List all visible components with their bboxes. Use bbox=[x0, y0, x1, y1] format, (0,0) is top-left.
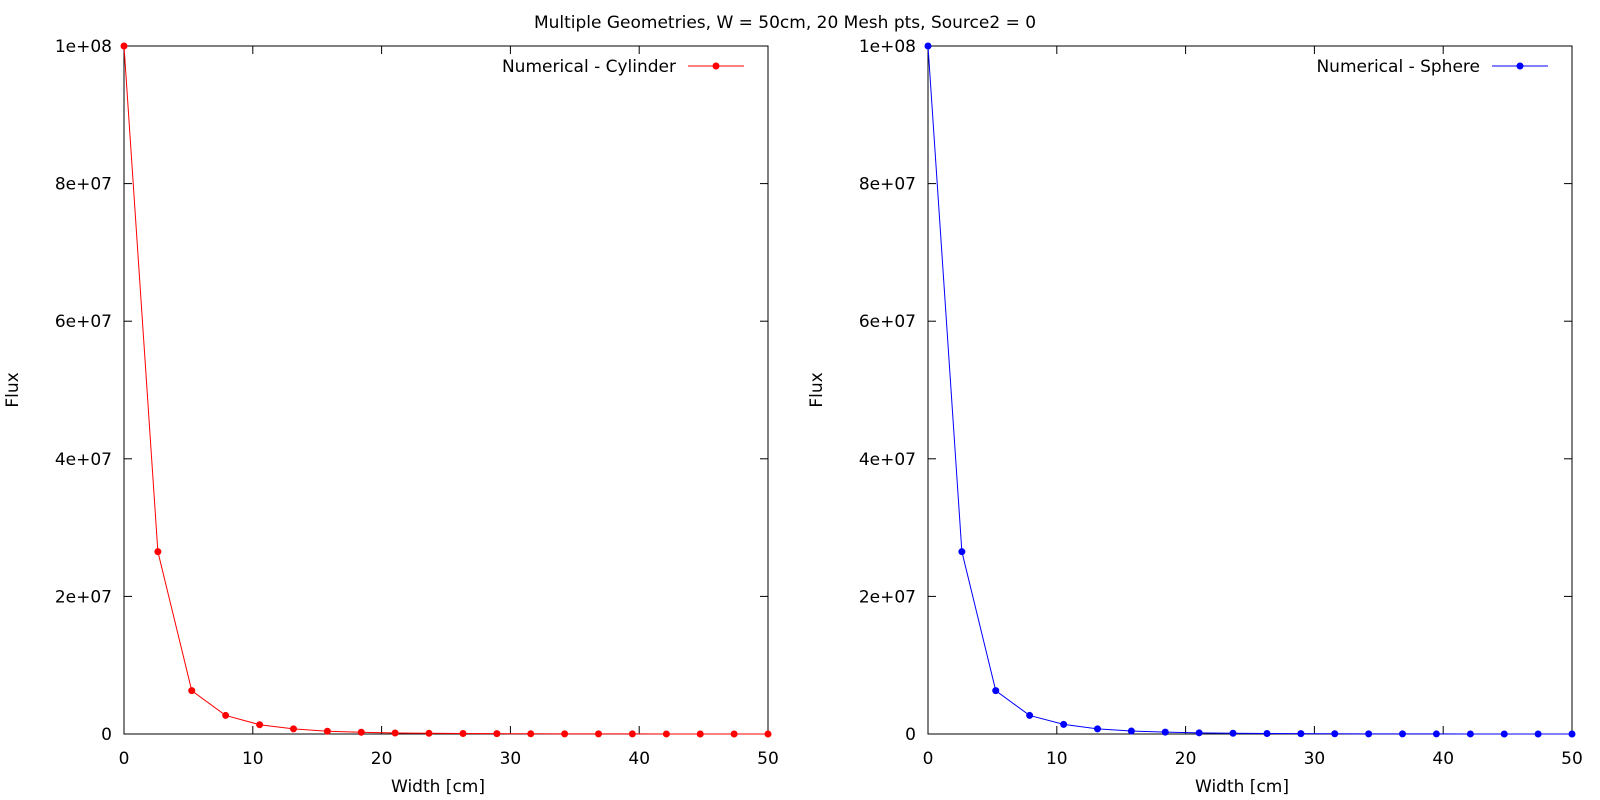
series-line-cylinder bbox=[123, 45, 769, 735]
data-point bbox=[1195, 729, 1203, 737]
data-point bbox=[527, 730, 535, 738]
data-point bbox=[493, 730, 501, 738]
data-point bbox=[459, 730, 467, 738]
data-point bbox=[357, 728, 365, 736]
x-axis-label: Width [cm] bbox=[391, 777, 485, 797]
data-point bbox=[1263, 729, 1271, 737]
data-point bbox=[1026, 711, 1034, 719]
x-tick-label: 20 bbox=[371, 749, 393, 769]
data-point bbox=[1094, 725, 1102, 733]
y-tick-label: 4e+07 bbox=[859, 450, 916, 470]
x-axis-label: Width [cm] bbox=[1195, 777, 1289, 797]
data-point bbox=[696, 730, 704, 738]
plot-frame bbox=[123, 45, 769, 735]
x-tick-label: 40 bbox=[1432, 749, 1454, 769]
y-tick-label: 8e+07 bbox=[55, 175, 112, 195]
y-tick-label: 2e+07 bbox=[859, 587, 916, 607]
data-point bbox=[391, 729, 399, 737]
plots-container: 0 10 20 30 40 50 0 2e+07 4e+07 6e+07 8e+07 1e+08 Wid… bbox=[3, 37, 1583, 797]
data-point bbox=[188, 687, 196, 695]
data-point bbox=[1398, 730, 1406, 738]
data-point bbox=[323, 727, 331, 735]
x-tick-label: 0 bbox=[923, 749, 934, 769]
x-tick-label: 10 bbox=[242, 749, 264, 769]
legend-label: Numerical - Cylinder bbox=[502, 57, 676, 77]
chart-panel-sphere: 0 10 20 30 40 50 0 2e+07 4e+07 6e+07 8e+07 1e+08 Wid… bbox=[807, 37, 1583, 797]
x-tick-label: 40 bbox=[628, 749, 650, 769]
data-point bbox=[1432, 730, 1440, 738]
y-tick-label: 6e+07 bbox=[859, 312, 916, 332]
data-point bbox=[1331, 730, 1339, 738]
data-point bbox=[764, 730, 772, 738]
data-point bbox=[1229, 729, 1237, 737]
data-point bbox=[1127, 727, 1135, 735]
legend-label: Numerical - Sphere bbox=[1316, 57, 1480, 77]
data-point bbox=[1161, 728, 1169, 736]
data-point bbox=[730, 730, 738, 738]
data-point bbox=[662, 730, 670, 738]
y-tick-label: 4e+07 bbox=[55, 450, 112, 470]
x-tick-label: 20 bbox=[1175, 749, 1197, 769]
data-point bbox=[1365, 730, 1373, 738]
data-point bbox=[290, 725, 298, 733]
data-point bbox=[1568, 730, 1576, 738]
x-tick-label: 30 bbox=[500, 749, 522, 769]
legend-marker bbox=[712, 62, 720, 70]
data-point bbox=[1534, 730, 1542, 738]
data-point bbox=[154, 548, 162, 556]
data-point bbox=[594, 730, 602, 738]
data-point bbox=[561, 730, 569, 738]
plot-frame bbox=[927, 45, 1573, 735]
data-point bbox=[1466, 730, 1474, 738]
y-axis-label: Flux bbox=[807, 372, 827, 407]
chart-panel-cylinder: 0 10 20 30 40 50 0 2e+07 4e+07 6e+07 8e+07 1e+08 Wid… bbox=[3, 37, 779, 797]
y-tick-label: 0 bbox=[905, 725, 916, 745]
x-tick-label: 50 bbox=[1561, 749, 1583, 769]
y-tick-label: 6e+07 bbox=[55, 312, 112, 332]
x-tick-label: 0 bbox=[119, 749, 130, 769]
x-tick-label: 10 bbox=[1046, 749, 1068, 769]
data-point bbox=[958, 548, 966, 556]
y-tick-label: 1e+08 bbox=[859, 37, 916, 57]
data-point bbox=[924, 42, 932, 50]
y-tick-label: 2e+07 bbox=[55, 587, 112, 607]
data-point bbox=[222, 711, 230, 719]
data-point bbox=[120, 42, 128, 50]
y-axis-label: Flux bbox=[3, 372, 23, 407]
y-tick-label: 1e+08 bbox=[55, 37, 112, 57]
data-point bbox=[1297, 730, 1305, 738]
data-point bbox=[1500, 730, 1508, 738]
series-line-sphere bbox=[927, 45, 1573, 735]
figure-title: Multiple Geometries, W = 50cm, 20 Mesh p… bbox=[534, 13, 1036, 33]
y-tick-label: 8e+07 bbox=[859, 175, 916, 195]
data-point bbox=[1060, 720, 1068, 728]
data-point bbox=[425, 729, 433, 737]
x-tick-label: 30 bbox=[1304, 749, 1326, 769]
data-point bbox=[992, 687, 1000, 695]
data-point bbox=[628, 730, 636, 738]
y-tick-label: 0 bbox=[101, 725, 112, 745]
x-tick-label: 50 bbox=[757, 749, 779, 769]
data-point bbox=[256, 721, 264, 729]
legend-marker bbox=[1516, 62, 1524, 70]
